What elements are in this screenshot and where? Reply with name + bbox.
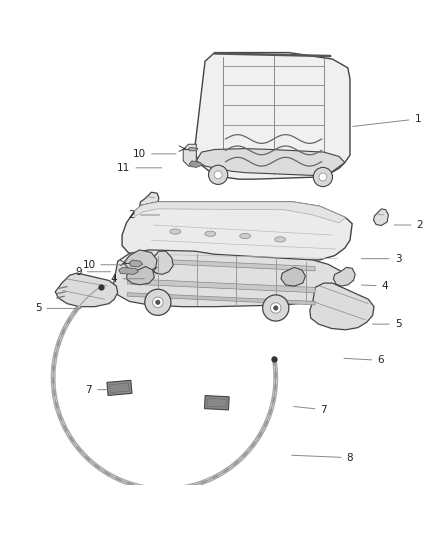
Text: 10: 10 (82, 260, 122, 270)
Circle shape (214, 171, 222, 179)
Polygon shape (188, 147, 198, 151)
Circle shape (313, 167, 332, 187)
Polygon shape (333, 268, 355, 286)
Polygon shape (310, 283, 374, 330)
Polygon shape (183, 144, 196, 166)
Polygon shape (119, 268, 138, 274)
Text: 1: 1 (353, 114, 421, 126)
Circle shape (208, 165, 228, 184)
Polygon shape (113, 250, 343, 306)
Ellipse shape (240, 233, 251, 239)
Text: 5: 5 (372, 319, 401, 329)
Circle shape (145, 289, 171, 316)
Polygon shape (122, 202, 352, 262)
Text: 2: 2 (128, 210, 159, 220)
Polygon shape (127, 293, 315, 305)
Circle shape (274, 306, 278, 310)
Text: 3: 3 (361, 254, 401, 264)
Text: 10: 10 (133, 149, 176, 159)
Text: 7: 7 (85, 385, 119, 394)
Text: 4: 4 (361, 281, 388, 291)
Ellipse shape (275, 237, 286, 242)
Polygon shape (127, 266, 154, 285)
Polygon shape (189, 161, 202, 167)
Text: 8: 8 (292, 453, 353, 463)
Text: 11: 11 (117, 163, 162, 173)
Text: 7: 7 (294, 405, 327, 415)
Polygon shape (196, 149, 345, 176)
Circle shape (155, 300, 160, 304)
Polygon shape (195, 53, 350, 179)
Text: 9: 9 (75, 266, 110, 277)
Text: 4: 4 (111, 274, 144, 284)
Circle shape (271, 303, 281, 313)
Polygon shape (130, 260, 143, 267)
Polygon shape (134, 202, 346, 223)
Polygon shape (124, 250, 157, 273)
Polygon shape (140, 192, 159, 213)
Circle shape (152, 297, 163, 308)
Circle shape (263, 295, 289, 321)
Polygon shape (148, 251, 173, 274)
Polygon shape (127, 258, 315, 271)
Polygon shape (107, 381, 132, 395)
Ellipse shape (205, 231, 216, 236)
Text: 2: 2 (394, 220, 423, 230)
Text: 5: 5 (35, 303, 81, 313)
Ellipse shape (170, 229, 181, 234)
Polygon shape (281, 268, 305, 286)
Polygon shape (374, 209, 389, 225)
Polygon shape (55, 273, 118, 306)
Circle shape (319, 173, 327, 181)
Polygon shape (205, 395, 229, 410)
Text: 6: 6 (344, 356, 384, 365)
Polygon shape (127, 279, 315, 293)
